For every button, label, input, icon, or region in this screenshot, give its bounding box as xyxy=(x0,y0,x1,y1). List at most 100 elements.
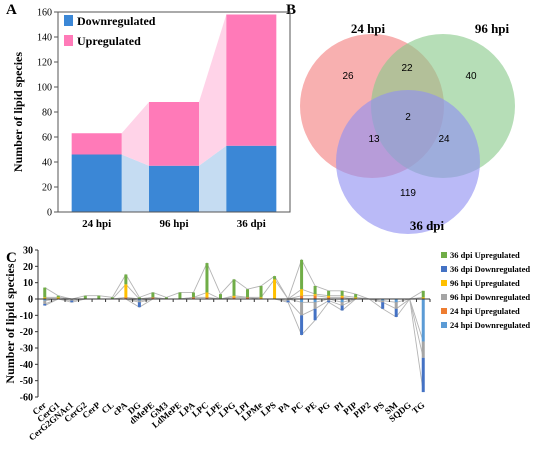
bar-36-dpi-upregulated-pg xyxy=(327,290,331,296)
legend-swatch-36-dpi-upregulated xyxy=(441,252,447,258)
bar-24-hpi-downregulated-ps xyxy=(381,299,385,301)
down-connector-0 xyxy=(121,154,149,212)
bar-96-hpi-downregulated-cer xyxy=(43,300,47,304)
down-connector-1 xyxy=(199,145,227,212)
panel-b-label: B xyxy=(286,2,296,18)
bar-24-hpi-downregulated-pc xyxy=(300,299,304,303)
bar-24-hpi-downregulated-cer xyxy=(43,299,47,301)
bar-36-dpi-upregulated-pc xyxy=(300,259,304,290)
bar-36-dpi-upregulated-gm3 xyxy=(164,297,168,299)
bar-24-hpi-upregulated-lpg xyxy=(232,297,236,299)
bar-24-hpi-upregulated-lpa xyxy=(191,297,195,299)
y-tick-label-100: 100 xyxy=(37,83,52,94)
bar-36-dpi-upregulated-dg xyxy=(137,297,141,299)
panel-b-venn-diagram: 24 hpi 96 hpi 36 dpi 26 40 119 22 13 24 2 xyxy=(300,21,515,234)
bar-96-hpi-downregulated-sm xyxy=(394,302,398,309)
legend-label-96-hpi-upregulated: 96 hpi Upregulated xyxy=(450,278,520,288)
connector-line-down-0 xyxy=(44,298,424,342)
bar-96-hpi-upregulated-cpa xyxy=(124,284,128,298)
y-tick-label--60: -60 xyxy=(20,393,33,404)
y-tick-label--40: -40 xyxy=(20,360,33,371)
y-tick-label-10: 10 xyxy=(23,278,33,289)
bar-24-hpi-upregulated-cpa xyxy=(124,297,128,299)
bar-upregulated-24-hpi xyxy=(71,133,122,155)
y-tick-label-140: 140 xyxy=(37,33,52,44)
bar-24-hpi-upregulated-dmepe xyxy=(151,297,155,299)
legend-label-downregulated: Downregulated xyxy=(77,14,156,28)
bar-36-dpi-downregulated-pe xyxy=(313,308,317,321)
bar-96-hpi-upregulated-lps xyxy=(273,279,277,299)
venn-region-only-36dpi: 119 xyxy=(400,188,416,199)
bar-96-hpi-downregulated-pc xyxy=(300,302,304,316)
bar-36-dpi-upregulated-dmepe xyxy=(151,292,155,298)
bar-36-dpi-upregulated-cer xyxy=(43,287,47,298)
bar-24-hpi-downregulated-sm xyxy=(394,299,398,303)
venn-region-24hpi-96hpi: 22 xyxy=(401,63,413,74)
bar-36-dpi-downregulated-cer xyxy=(43,303,47,306)
bar-96-hpi-upregulated-pg xyxy=(327,295,331,298)
y-tick-label-30: 30 xyxy=(23,246,33,257)
bar-24-hpi-downregulated-pi xyxy=(340,299,344,303)
bar-96-hpi-downregulated-pe xyxy=(313,302,317,309)
bar-36-dpi-downregulated-ps xyxy=(381,302,385,309)
y-tick-label-0: 0 xyxy=(47,208,52,219)
bar-36-dpi-upregulated-cerg1 xyxy=(56,295,60,298)
legend-swatch-upregulated xyxy=(64,35,73,46)
bar-downregulated-96-hpi xyxy=(149,165,199,212)
bar-96-hpi-upregulated-tg xyxy=(421,297,425,299)
bar-24-hpi-upregulated-lpi xyxy=(246,297,250,299)
bar-36-dpi-upregulated-lpe xyxy=(218,294,222,299)
bar-96-hpi-downregulated-pg xyxy=(327,299,331,301)
panel-c-lipid-class-chart: 3020100-10-20-30-40-50-60CerCerG1CerG2GN… xyxy=(3,246,530,443)
bar-36-dpi-upregulated-pip xyxy=(354,294,358,298)
bar-upregulated-96-hpi xyxy=(149,102,199,166)
bar-24-hpi-upregulated-lpc xyxy=(205,297,209,299)
legend-swatch-24-hpi-upregulated xyxy=(441,308,447,314)
legend-swatch-36-dpi-downregulated xyxy=(441,266,447,272)
bar-24-hpi-upregulated-pi xyxy=(340,297,344,299)
bar-36-dpi-downregulated-pi xyxy=(340,305,344,311)
x-tick-label-24-hpi: 24 hpi xyxy=(82,218,111,230)
bar-36-dpi-upregulated-lpi xyxy=(246,289,250,298)
up-connector-1 xyxy=(199,14,227,166)
legend-swatch-downregulated xyxy=(64,15,73,26)
y-tick-label-120: 120 xyxy=(37,58,52,69)
legend-label-upregulated: Upregulated xyxy=(77,34,141,48)
bar-24-hpi-upregulated-pc xyxy=(300,295,304,299)
x-tick-label-pg: PG xyxy=(316,400,332,416)
y-tick-label--30: -30 xyxy=(20,344,33,355)
bar-36-dpi-downregulated-dg xyxy=(137,302,141,308)
y-axis-label: Number of lipid species xyxy=(11,52,25,172)
bar-24-hpi-upregulated-pg xyxy=(327,297,331,299)
legend-label-96-hpi-downregulated: 96 hpi Downregulated xyxy=(450,292,530,302)
y-tick-label--10: -10 xyxy=(20,311,33,322)
bar-upregulated-36-dpi xyxy=(226,14,277,146)
venn-region-24hpi-36dpi: 13 xyxy=(368,134,380,145)
bar-36-dpi-upregulated-cl xyxy=(110,297,114,299)
bar-36-dpi-upregulated-lpme xyxy=(259,285,263,298)
y-tick-label-20: 20 xyxy=(23,262,33,273)
bar-96-hpi-upregulated-pe xyxy=(313,294,317,296)
bar-96-hpi-upregulated-pc xyxy=(300,289,304,296)
bar-96-hpi-downregulated-ps xyxy=(381,300,385,303)
y-tick-label-60: 60 xyxy=(42,133,52,144)
panel-a-label: A xyxy=(6,2,17,18)
y-tick-label-0: 0 xyxy=(28,295,33,306)
bar-96-hpi-upregulated-cerg1 xyxy=(56,297,60,299)
legend-swatch-96-hpi-downregulated xyxy=(441,294,447,300)
legend-swatch-96-hpi-upregulated xyxy=(441,280,447,286)
bar-36-dpi-downregulated-sm xyxy=(394,308,398,317)
panel-a-stacked-bar-chart: 24 hpi 96 hpi 36 dpi 0 20 40 60 80 100 120 140 160 N… xyxy=(11,8,291,230)
bar-96-hpi-downregulated-pi xyxy=(340,302,344,306)
bar-36-dpi-downregulated-pc xyxy=(300,315,304,335)
y-tick-label-80: 80 xyxy=(42,108,52,119)
legend-label-36-dpi-downregulated: 36 dpi Downregulated xyxy=(450,264,530,274)
venn-region-only-24hpi: 26 xyxy=(342,71,354,82)
bar-96-hpi-upregulated-lpg xyxy=(232,295,236,298)
bar-96-hpi-upregulated-lpc xyxy=(205,292,209,298)
x-tick-label-36-dpi: 36 dpi xyxy=(237,218,266,230)
bar-36-dpi-upregulated-cerg2 xyxy=(83,295,87,299)
bar-downregulated-36-dpi xyxy=(226,145,277,212)
bar-24-hpi-downregulated-tg xyxy=(421,299,425,342)
